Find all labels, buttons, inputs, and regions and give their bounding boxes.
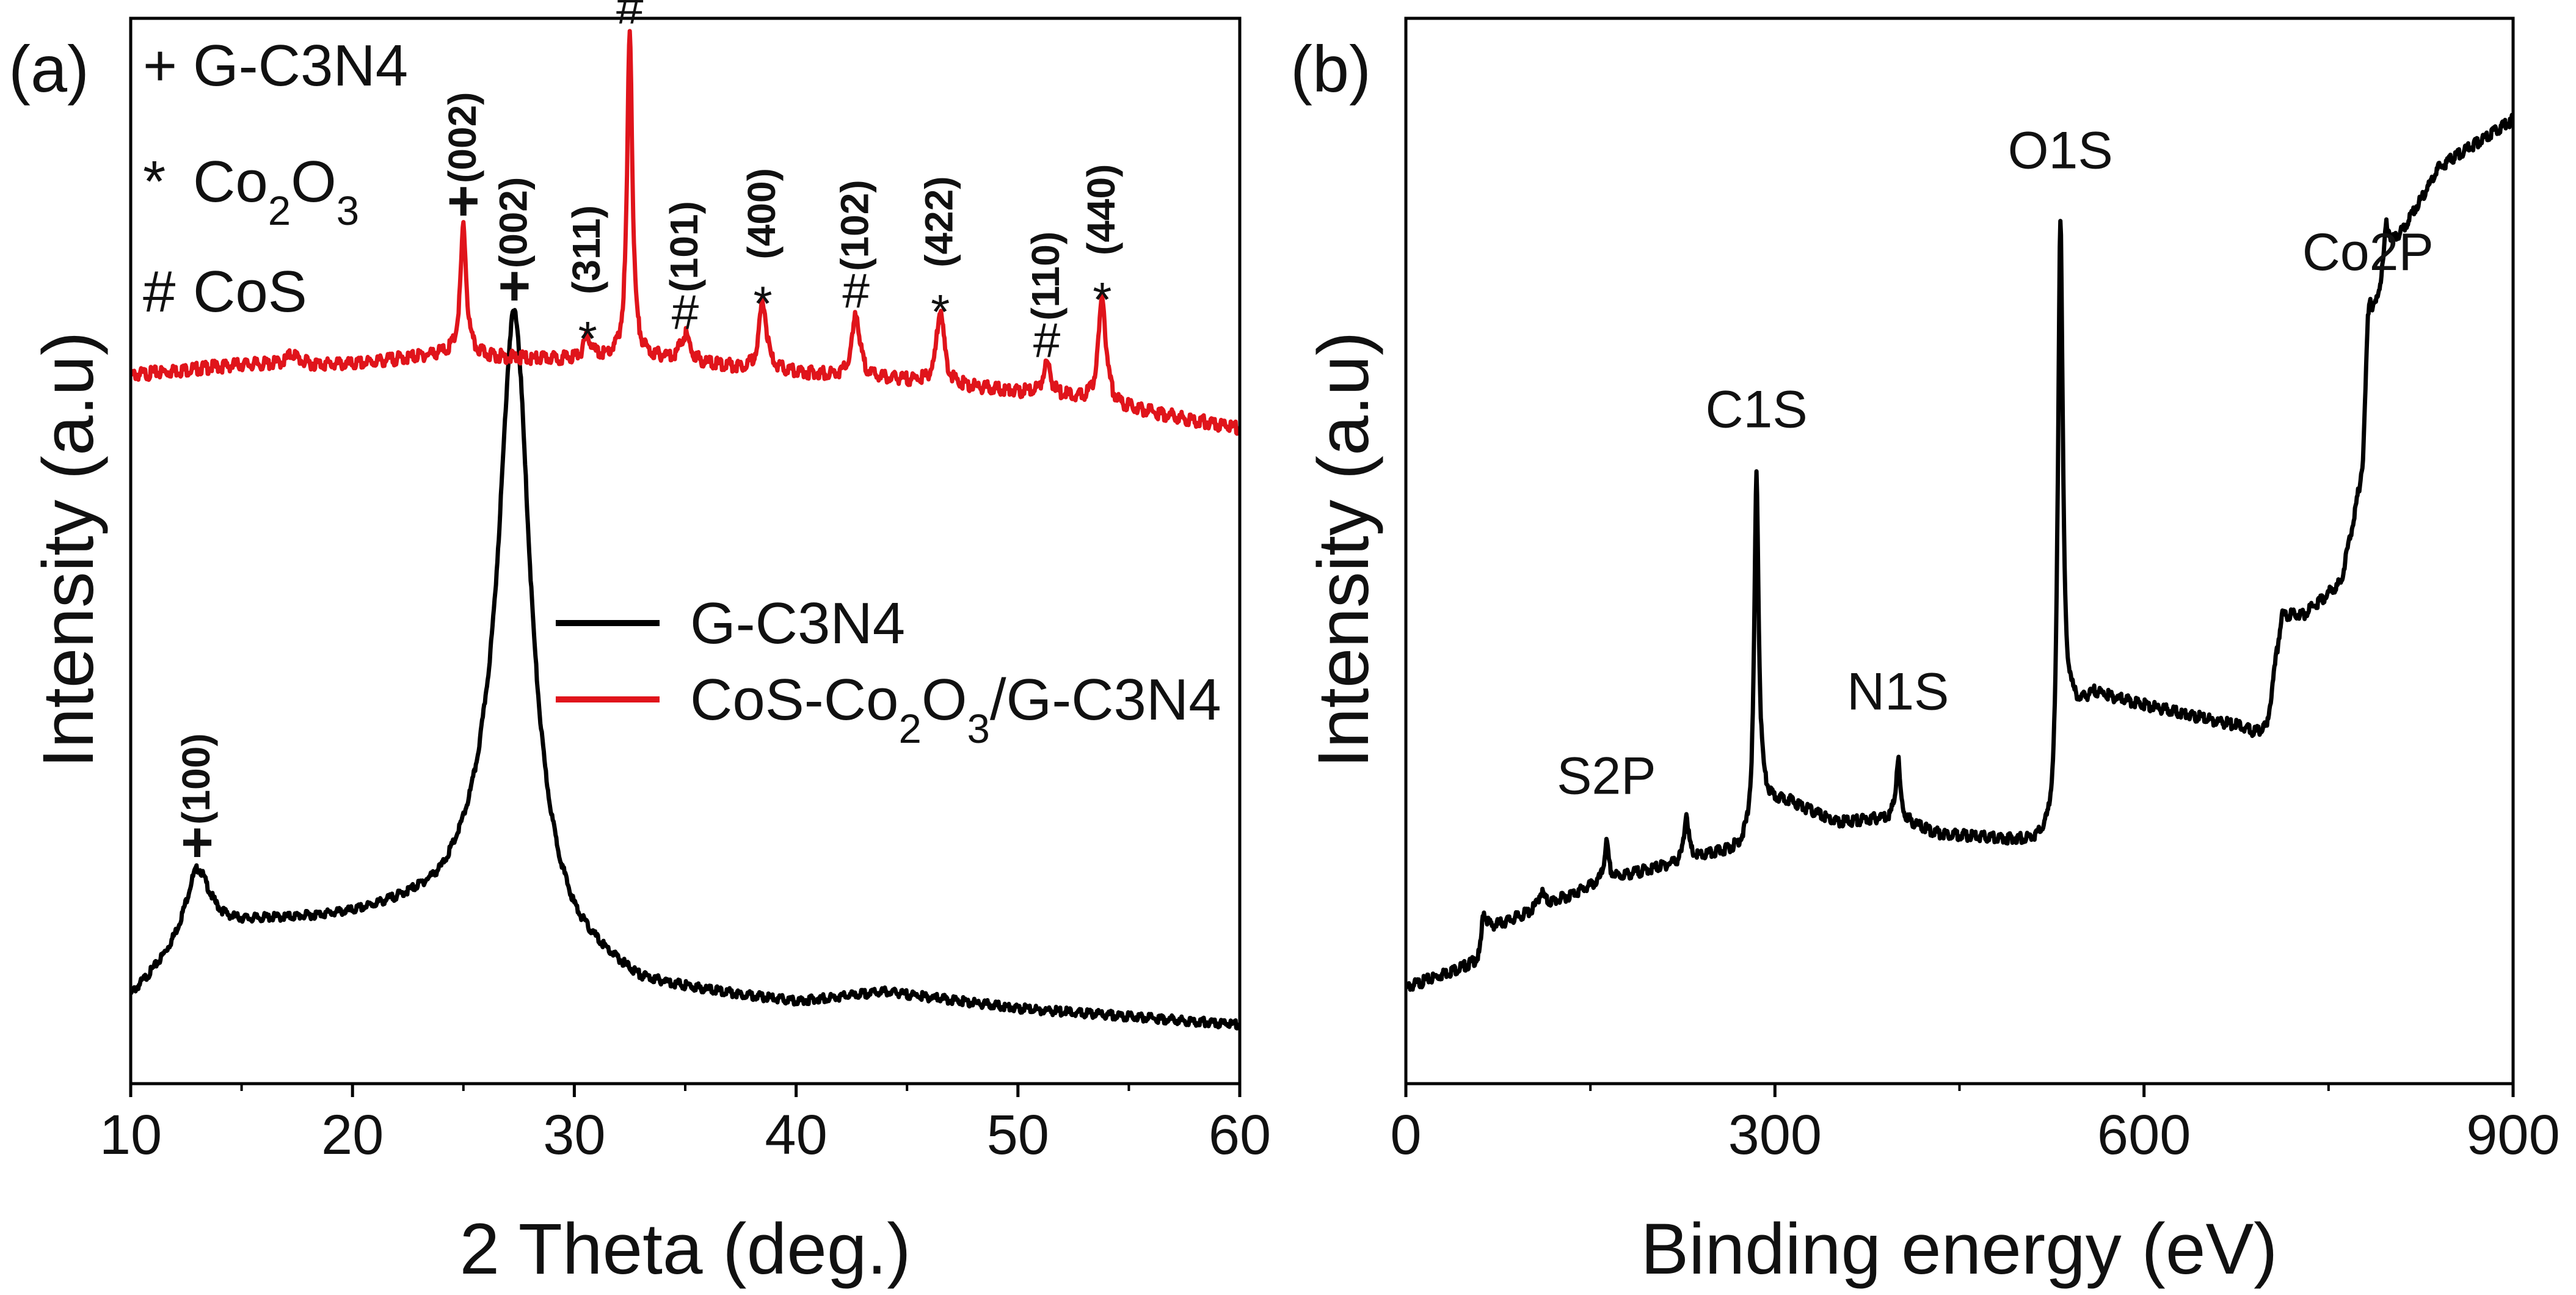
panel-b-y-axis-title: Intensity (a.u) bbox=[1303, 332, 1384, 768]
panel-b-peak-labels: S2P C1S N1S O1S Co2P bbox=[1557, 121, 2434, 805]
phase-key-entry-co2o3: * Co2O3 bbox=[143, 149, 359, 234]
peak-miller-index: (100) bbox=[174, 733, 218, 824]
panel-a-label: (a) bbox=[9, 32, 89, 106]
phase-key-phase: G-C3N4 bbox=[193, 33, 408, 98]
panel-a-xrd-chart: (a) Intensity (a.u) 2 Theta (deg.) + G-C… bbox=[9, 0, 1271, 1290]
peak-marker: # bbox=[1033, 313, 1061, 368]
panel-a-x-ticks: 10 20 30 40 50 60 bbox=[100, 1084, 1271, 1166]
series-line-cos-co2o3-gc3n4 bbox=[131, 29, 1240, 436]
peak-miller-index: (311) bbox=[564, 205, 608, 294]
panel-a-peak-annotations: +(100)+(002)+(002)*(311)#(100)#(101)*(40… bbox=[174, 0, 1123, 874]
phase-key-symbol: # bbox=[143, 259, 175, 324]
peak-marker: + bbox=[447, 170, 480, 232]
panel-b-label: (b) bbox=[1290, 32, 1371, 106]
phase-key-phase: Co2O3 bbox=[193, 149, 359, 234]
legend-label-cos-co2o3-gc3n4: CoS-Co2O3/G-C3N4 bbox=[690, 667, 1221, 752]
series-line-gc3n4 bbox=[131, 308, 1240, 1031]
phase-key: + G-C3N4 * Co2O3 # CoS bbox=[143, 33, 408, 324]
peak-miller-index: (440) bbox=[1079, 164, 1123, 255]
phase-key-symbol: * bbox=[143, 149, 166, 214]
panel-a-y-axis-title: Intensity (a.u) bbox=[28, 332, 109, 768]
panel-b-x-axis-title: Binding energy (eV) bbox=[1641, 1209, 2278, 1290]
xps-peak-label: C1S bbox=[1705, 381, 1807, 439]
panel-b-x-ticks: 0 300 600 900 bbox=[1390, 1084, 2560, 1166]
phase-key-entry-gc3n4: + G-C3N4 bbox=[143, 33, 408, 98]
peak-marker: # bbox=[672, 285, 699, 340]
phase-key-entry-cos: # CoS bbox=[143, 259, 307, 324]
peak-miller-index: (002) bbox=[491, 177, 535, 268]
x-tick-label: 60 bbox=[1209, 1104, 1271, 1166]
peak-marker: * bbox=[578, 312, 597, 366]
xps-peak-label: S2P bbox=[1557, 747, 1656, 806]
x-tick-label: 20 bbox=[321, 1104, 384, 1166]
legend-label-gc3n4: G-C3N4 bbox=[690, 591, 905, 656]
x-tick-label: 900 bbox=[2466, 1104, 2560, 1166]
peak-miller-index: (400) bbox=[740, 168, 784, 259]
series-legend: G-C3N4 CoS-Co2O3/G-C3N4 bbox=[556, 591, 1221, 752]
peak-marker: * bbox=[1093, 272, 1112, 327]
panel-b-xps-chart: (b) Intensity (a.u) Binding energy (eV) … bbox=[1290, 16, 2560, 1290]
xps-peak-label: O1S bbox=[2008, 121, 2113, 180]
peak-marker: # bbox=[842, 264, 870, 318]
peak-marker: # bbox=[616, 0, 644, 34]
phase-key-symbol: + bbox=[143, 33, 177, 98]
peak-marker: * bbox=[931, 285, 950, 339]
xps-peak-label: N1S bbox=[1847, 662, 1949, 721]
xps-peak-label: Co2P bbox=[2302, 223, 2434, 282]
peak-miller-index: (002) bbox=[440, 92, 484, 183]
peak-miller-index: (101) bbox=[662, 201, 706, 292]
panel-a-x-axis-title: 2 Theta (deg.) bbox=[459, 1209, 911, 1290]
x-tick-label: 50 bbox=[987, 1104, 1049, 1166]
peak-miller-index: (422) bbox=[917, 176, 961, 267]
x-tick-label: 0 bbox=[1390, 1104, 1421, 1166]
peak-miller-index: (102) bbox=[833, 180, 877, 271]
peak-marker: * bbox=[754, 276, 773, 330]
peak-miller-index: (110) bbox=[1024, 232, 1068, 321]
peak-marker: + bbox=[181, 811, 214, 874]
x-tick-label: 40 bbox=[765, 1104, 827, 1166]
x-tick-label: 600 bbox=[2097, 1104, 2191, 1166]
x-tick-label: 30 bbox=[543, 1104, 605, 1166]
series-line-xps-survey bbox=[1406, 112, 2513, 992]
phase-key-phase: CoS bbox=[193, 259, 307, 324]
peak-marker: + bbox=[498, 255, 531, 317]
x-tick-label: 10 bbox=[100, 1104, 162, 1166]
x-tick-label: 300 bbox=[1728, 1104, 1822, 1166]
